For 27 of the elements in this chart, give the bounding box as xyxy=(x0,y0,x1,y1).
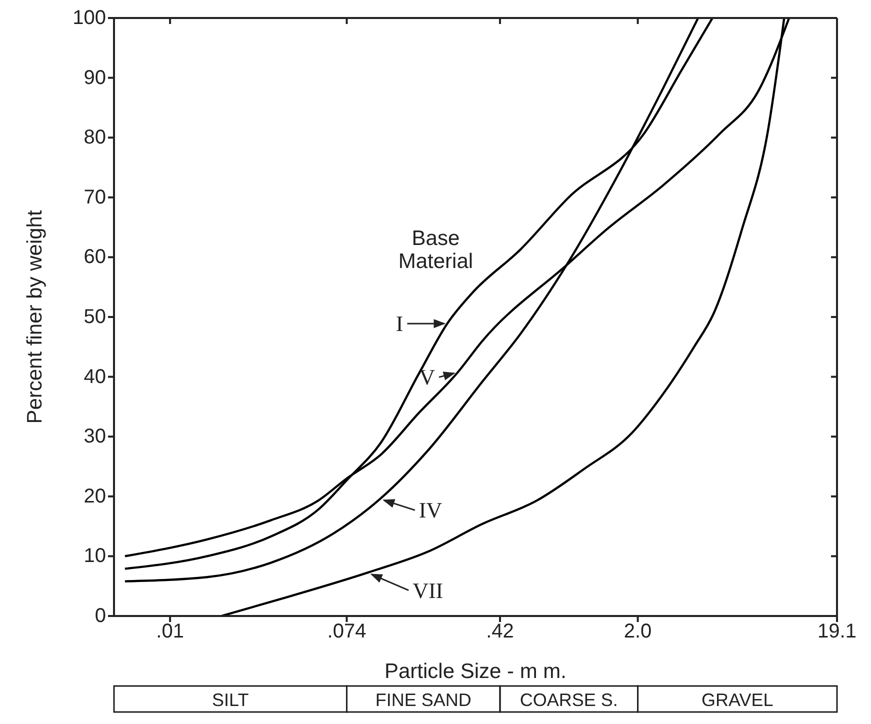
y-tick-label: 60 xyxy=(84,246,106,268)
y-tick-label: 10 xyxy=(84,545,106,568)
series-label: V xyxy=(419,364,436,390)
text: SILT xyxy=(212,690,249,710)
annotation: Base Material xyxy=(398,227,474,274)
text: FINE SAND xyxy=(375,690,472,710)
series-label: IV xyxy=(418,498,442,523)
x-tick-label: 19.1 xyxy=(818,620,856,643)
y-tick-label: 70 xyxy=(84,186,106,208)
x-tick-label: .074 xyxy=(327,620,366,643)
y-axis-title: Percent finer by weight xyxy=(23,210,46,424)
x-tick-label: .42 xyxy=(486,620,514,643)
y-tick-label: 80 xyxy=(84,126,106,149)
y-tick-label: 90 xyxy=(84,66,106,89)
y-tick-label: 100 xyxy=(72,7,106,29)
x-tick-label: 2.0 xyxy=(624,620,652,643)
y-tick-label: 40 xyxy=(84,366,106,388)
x-axis-title: Particle Size - m m. xyxy=(384,660,567,683)
y-tick-label: 50 xyxy=(84,306,106,328)
series-label: VII xyxy=(412,578,444,603)
series-label: I xyxy=(396,311,404,336)
y-tick-label: 0 xyxy=(94,605,106,627)
text: COARSE S. xyxy=(520,690,618,710)
x-tick-label: .01 xyxy=(156,620,184,643)
y-tick-label: 30 xyxy=(84,426,106,448)
y-tick-label: 20 xyxy=(84,485,106,508)
text: GRAVEL xyxy=(702,690,774,710)
